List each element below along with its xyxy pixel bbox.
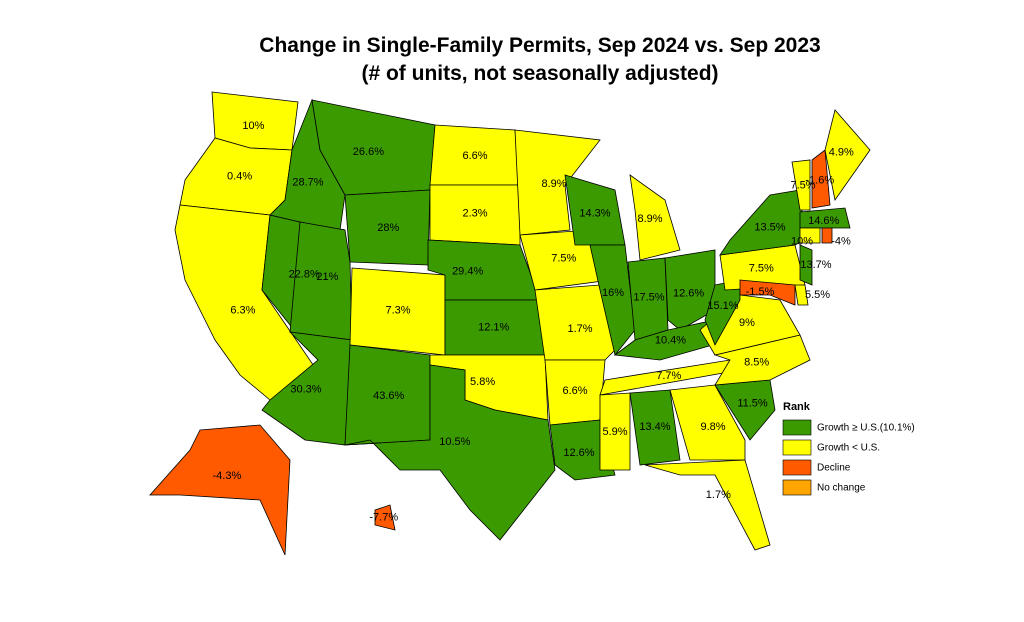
state-label: 43.6% [373,390,404,402]
state [427,239,541,301]
legend-label: Decline [817,463,851,474]
state-label: 13.5% [754,221,785,233]
state-label: 22.8% [289,268,320,280]
state [344,364,556,541]
state [799,244,813,286]
state [589,244,636,356]
state-label: 12.6% [673,288,704,300]
state-label: 14.6% [808,215,839,227]
state-label: 6.6% [462,150,487,162]
state-label: 12.6% [563,447,594,459]
state [534,284,616,361]
legend-label: Growth < U.S. [817,443,880,454]
state [549,419,616,481]
legend-label: No change [817,483,866,494]
state-label: 8.9% [637,213,662,225]
state [799,207,851,229]
state-label: 7.5% [749,263,774,275]
state-label: 6.6% [562,385,587,397]
state-label: 15.1% [707,300,738,312]
state-label: 8.5% [744,356,769,368]
legend-swatch [782,419,812,436]
states [149,91,871,556]
state-label: 5.9% [602,426,627,438]
state [791,159,811,211]
state-label: 17.5% [633,291,664,303]
labels: 10% 0.4% 6.3% 22.8% 28.7% 26.6% 28% 21% 30.3% 7.3… [213,120,855,524]
state-label: 8.9% [541,178,566,190]
map-title: Change in Single-Family Permits, Sep 202… [259,34,820,57]
state-label: 29.4% [452,266,483,278]
state-label: 14.3% [579,208,610,220]
state-label: -4.3% [213,470,242,482]
state [664,249,716,331]
state-label: 9% [739,317,755,329]
legend-swatch [782,439,812,456]
state-label: -1.6% [805,175,834,187]
legend-title: Rank [783,401,811,413]
state [629,174,681,261]
state-label: 10.5% [439,436,470,448]
state-label: 2.3% [462,208,487,220]
state-label: 1.7% [706,489,731,501]
state [811,149,831,209]
state-label: 7.5% [790,179,815,191]
state [599,392,631,471]
state [824,109,871,201]
state-label: 13.7% [800,259,831,271]
state-label: 6.3% [230,304,255,316]
state [629,389,681,466]
state-label: -7.7% [369,511,398,523]
state-label: 16% [602,287,624,299]
legend-swatch [782,459,812,476]
state-label: 5.8% [470,376,495,388]
state-label: 4.9% [829,146,854,158]
state-label: 7.3% [385,305,410,317]
state [374,504,396,531]
state-label: 7.7% [656,370,681,382]
state [149,424,291,556]
state-label: -1.5% [746,286,775,298]
map-subtitle: (# of units, not seasonally adjusted) [361,62,718,85]
state [739,279,796,306]
state-label: 1.7% [567,323,592,335]
state-label: 11.5% [737,398,768,410]
state-label: 0.4% [227,170,252,182]
state [794,284,809,306]
state-label: 5.5% [805,289,830,301]
state-label: 26.6% [353,146,384,158]
state-label: 7.5% [551,253,576,265]
state [514,129,601,236]
state-label: 13.4% [639,421,670,433]
state-label: 10% [242,120,264,132]
state-label: 30.3% [290,383,321,395]
state [821,227,833,244]
state-label: 28% [377,222,399,234]
state-label: 10.4% [655,335,686,347]
legend: Growth ≥ U.S.(10.1%) Growth < U.S. Decline… [782,419,915,496]
state [644,459,771,551]
state [669,384,746,461]
legend-swatch [782,479,812,496]
state-label: 10% [791,235,813,247]
state-label: 28.7% [292,177,323,189]
state [799,227,821,244]
state-label: 12.1% [478,321,509,333]
state-label: 9.8% [700,421,725,433]
state-label: 21% [316,271,338,283]
legend-label: Growth ≥ U.S.(10.1%) [817,423,915,434]
state-label: -4% [831,235,851,247]
